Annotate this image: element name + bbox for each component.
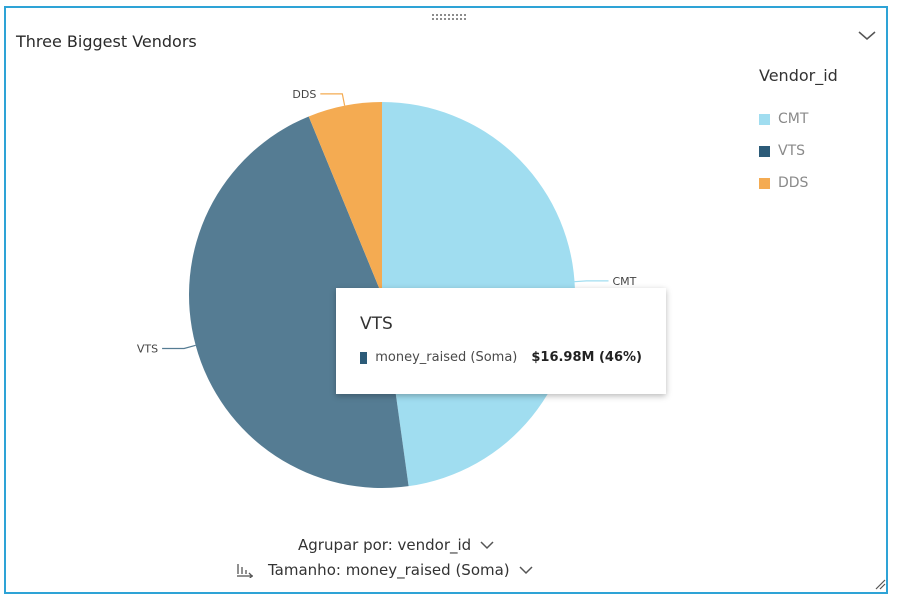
pie-chart: CMT VTS DDS	[137, 88, 637, 489]
chart-card: Three Biggest Vendors CMT VTS DDS Vendor_i…	[4, 6, 888, 594]
tooltip-row: money_raised (Soma) $16.98M (46%)	[360, 350, 642, 365]
chevron-down-icon[interactable]	[856, 26, 878, 44]
resize-handle-icon[interactable]	[874, 578, 886, 590]
legend-item-cmt[interactable]: CMT	[759, 103, 838, 135]
legend-title: Vendor_id	[759, 66, 838, 85]
legend: Vendor_id CMT VTS DDS	[759, 66, 838, 199]
size-by-label: Tamanho: money_raised (Soma)	[268, 561, 510, 579]
tooltip-value: $16.98M (46%)	[531, 350, 642, 365]
chevron-down-icon	[480, 541, 494, 550]
leader-line-cmt	[574, 280, 609, 283]
data-label-vts: VTS	[137, 342, 158, 355]
size-by-dropdown[interactable]: Tamanho: money_raised (Soma)	[236, 561, 534, 579]
tooltip-metric: money_raised (Soma)	[375, 350, 518, 365]
pie-slice-vts[interactable]	[188, 116, 409, 489]
tooltip-swatch	[360, 351, 368, 364]
chevron-down-icon	[519, 566, 533, 575]
tooltip: VTS money_raised (Soma) $16.98M (46%)	[336, 288, 666, 394]
chart-title: Three Biggest Vendors	[16, 32, 197, 51]
data-label-dds: DDS	[292, 88, 316, 101]
legend-swatch	[759, 113, 770, 125]
legend-label: VTS	[778, 143, 806, 159]
legend-item-dds[interactable]: DDS	[759, 167, 838, 199]
legend-item-vts[interactable]: VTS	[759, 135, 838, 167]
tooltip-title: VTS	[360, 314, 393, 334]
drag-handle-icon[interactable]	[432, 14, 472, 22]
legend-label: CMT	[778, 111, 809, 127]
pie-slice-dds[interactable]	[308, 102, 382, 295]
bar-sort-icon	[237, 564, 253, 578]
leader-line-dds	[320, 93, 346, 106]
legend-swatch	[759, 145, 770, 157]
group-by-dropdown[interactable]: Agrupar por: vendor_id	[298, 536, 495, 554]
group-by-label: Agrupar por: vendor_id	[298, 536, 472, 554]
data-label-cmt: CMT	[613, 275, 637, 288]
leader-line-vts	[162, 344, 196, 350]
legend-label: DDS	[778, 175, 809, 191]
legend-swatch	[759, 177, 770, 189]
